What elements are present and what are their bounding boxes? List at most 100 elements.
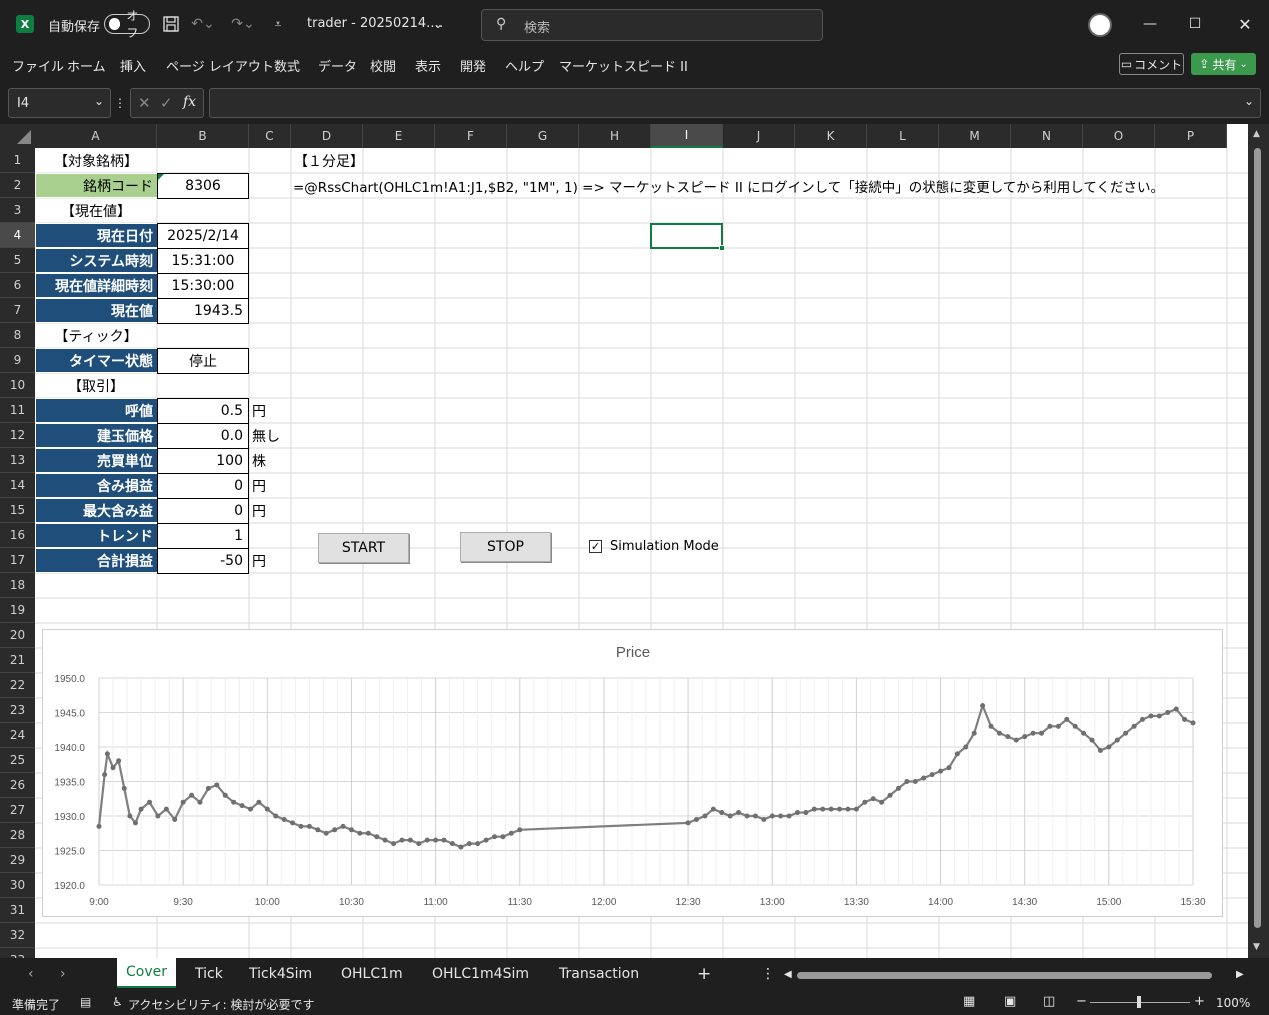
tab-ohlc1m4sim[interactable]: OHLC1m4Sim [432, 966, 529, 982]
add-sheet-icon[interactable]: + [697, 964, 712, 984]
zoom-in-icon[interactable]: + [1194, 994, 1205, 1009]
page-layout-view-icon[interactable]: ▣ [1004, 994, 1017, 1009]
zoom-level[interactable]: 100% [1216, 996, 1251, 1010]
row-header-26[interactable]: 26 [0, 773, 35, 798]
row-header-28[interactable]: 28 [0, 823, 35, 848]
more-options-icon[interactable]: ⋮ [114, 96, 126, 110]
cell-a17[interactable]: 合計損益 [35, 548, 158, 573]
enter-icon[interactable]: ✓ [160, 94, 173, 112]
menu-marketspeed[interactable]: マーケットスピード II [559, 60, 688, 75]
row-header-8[interactable]: 8 [0, 323, 35, 348]
row-header-27[interactable]: 27 [0, 798, 35, 823]
row-header-12[interactable]: 12 [0, 423, 35, 448]
cell-b9[interactable]: 停止 [157, 348, 249, 374]
insert-function-icon[interactable]: fx [183, 94, 197, 110]
row-header-10[interactable]: 10 [0, 373, 35, 398]
status-accessibility[interactable]: アクセシビリティ: 検討が必要です [128, 998, 315, 1012]
cell-c11[interactable]: 円 [252, 403, 266, 420]
cell-c17[interactable]: 円 [252, 553, 266, 570]
column-header-g[interactable]: G [507, 124, 579, 148]
menu-insert[interactable]: 挿入 [120, 60, 147, 75]
row-header-20[interactable]: 20 [0, 623, 35, 648]
column-header-j[interactable]: J [723, 124, 795, 148]
horizontal-scroll-thumb[interactable] [797, 972, 1212, 979]
column-header-l[interactable]: L [867, 124, 939, 148]
row-header-19[interactable]: 19 [0, 598, 35, 623]
column-header-h[interactable]: H [579, 124, 651, 148]
row-header-7[interactable]: 7 [0, 298, 35, 323]
row-header-6[interactable]: 6 [0, 273, 35, 298]
fill-handle[interactable] [719, 245, 725, 251]
row-header-23[interactable]: 23 [0, 698, 35, 723]
row-header-9[interactable]: 9 [0, 348, 35, 373]
cell-c12[interactable]: 無し [252, 428, 280, 445]
more-options-icon[interactable]: ⋮ [761, 966, 775, 982]
macro-record-icon[interactable]: ▤ [80, 995, 92, 1009]
cell-d2[interactable]: =@RssChart(OHLC1m!A1:J1,$B2, "1M", 1) =>… [293, 179, 1164, 196]
column-header-n[interactable]: N [1011, 124, 1083, 148]
cell-a4[interactable]: 現在日付 [35, 223, 158, 248]
redo-icon[interactable]: ↷⌄ [231, 16, 255, 32]
close-icon[interactable]: ✕ [1238, 14, 1252, 34]
cell-a11[interactable]: 呼値 [35, 398, 158, 423]
tab-cover[interactable]: Cover [117, 958, 176, 988]
scroll-right-icon[interactable]: ▶ [1236, 969, 1244, 980]
cell-b15[interactable]: 0 [157, 498, 249, 524]
row-header-29[interactable]: 29 [0, 848, 35, 873]
cell-d1[interactable]: 【１分足】 [294, 153, 364, 170]
column-header-m[interactable]: M [939, 124, 1011, 148]
cell-b13[interactable]: 100 [157, 448, 249, 474]
cell-a1[interactable]: 【対象銘柄】 [54, 153, 138, 170]
cell-a6[interactable]: 現在値詳細時刻 [35, 273, 158, 298]
cell-a15[interactable]: 最大含み益 [35, 498, 158, 523]
autosave-toggle[interactable]: オフ [104, 9, 150, 40]
menu-page-layout[interactable]: ページ レイアウト [166, 60, 274, 75]
row-header-15[interactable]: 15 [0, 498, 35, 523]
search-box[interactable]: ⚲ 検索 [481, 9, 823, 41]
cell-b2[interactable]: 8306 [157, 173, 249, 199]
share-button[interactable]: ⇪ 共有 ⌄ [1191, 53, 1256, 75]
maximize-icon[interactable]: ☐ [1188, 16, 1202, 32]
price-chart[interactable]: Price 1950.0 1945.0 1940.0 1935.0 1930.0 1925… [42, 629, 1223, 917]
scroll-down-icon[interactable]: ▼ [1253, 942, 1260, 952]
row-header-22[interactable]: 22 [0, 673, 35, 698]
zoom-slider-thumb[interactable] [1137, 996, 1141, 1008]
tab-transaction[interactable]: Transaction [559, 966, 640, 982]
stop-button[interactable]: STOP [460, 532, 551, 562]
prev-sheet-icon[interactable]: ‹ [28, 966, 34, 982]
normal-view-icon[interactable]: ▦ [963, 994, 976, 1009]
column-header-o[interactable]: O [1083, 124, 1155, 148]
cell-b5[interactable]: 15:31:00 [157, 248, 249, 274]
name-box[interactable]: I4 ⌄ [8, 88, 111, 118]
cell-c15[interactable]: 円 [252, 503, 266, 520]
cell-b6[interactable]: 15:30:00 [157, 273, 249, 299]
account-avatar[interactable] [1088, 13, 1112, 37]
file-name[interactable]: trader - 20250214.… [307, 16, 444, 31]
tab-ohlc1m[interactable]: OHLC1m [341, 966, 403, 982]
simulation-mode-label[interactable]: Simulation Mode [610, 539, 719, 554]
tab-tick4sim[interactable]: Tick4Sim [249, 966, 313, 982]
select-all-corner[interactable] [0, 124, 35, 148]
row-header-18[interactable]: 18 [0, 573, 35, 598]
cell-a16[interactable]: トレンド [35, 523, 158, 548]
column-header-k[interactable]: K [795, 124, 867, 148]
column-header-a[interactable]: A [35, 124, 157, 148]
scroll-left-icon[interactable]: ◀ [784, 969, 792, 980]
row-header-21[interactable]: 21 [0, 648, 35, 673]
row-header-16[interactable]: 16 [0, 523, 35, 548]
cell-a13[interactable]: 売買単位 [35, 448, 158, 473]
comment-button[interactable]: ▭ コメント [1119, 53, 1184, 75]
save-icon[interactable] [160, 13, 182, 35]
tab-tick[interactable]: Tick [195, 966, 223, 982]
row-header-17[interactable]: 17 [0, 548, 35, 573]
cell-c13[interactable]: 株 [252, 453, 266, 470]
cell-a14[interactable]: 含み損益 [35, 473, 158, 498]
cell-b16[interactable]: 1 [157, 523, 249, 549]
selected-cell-i4[interactable] [650, 223, 723, 249]
column-header-c[interactable]: C [249, 124, 291, 148]
row-header-4[interactable]: 4 [0, 223, 35, 248]
column-header-e[interactable]: E [363, 124, 435, 148]
cell-a8[interactable]: 【ティック】 [54, 328, 138, 345]
cell-b14[interactable]: 0 [157, 473, 249, 499]
menu-formulas[interactable]: 数式 [274, 60, 301, 75]
